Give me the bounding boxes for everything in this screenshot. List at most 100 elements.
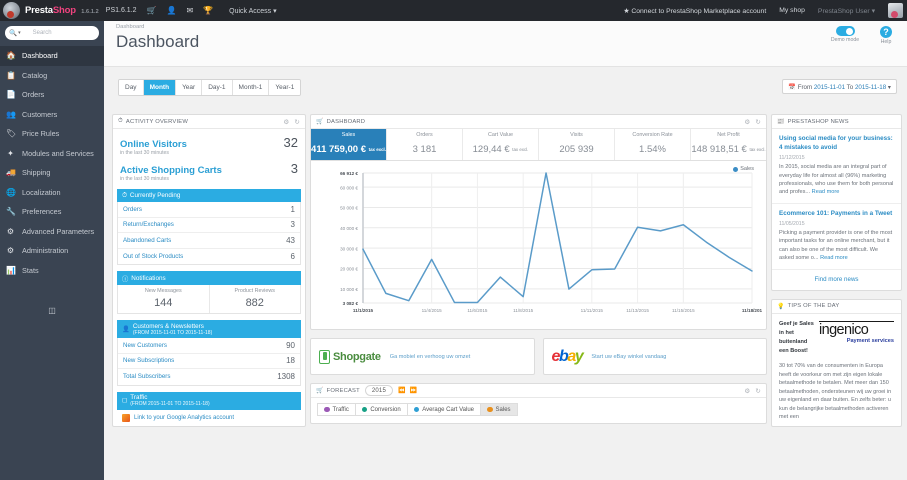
period-month[interactable]: Month <box>143 80 177 95</box>
my-shop-link[interactable]: My shop <box>779 7 805 14</box>
kpi-cart-value[interactable]: Cart Value 129,44 € tax excl. <box>463 129 539 160</box>
sidebar-item-label: Stats <box>22 265 39 275</box>
period-year[interactable]: Year <box>176 80 203 95</box>
forecast-legend-average-cart-value[interactable]: Average Cart Value <box>406 403 481 416</box>
list-item[interactable]: Return/Exchanges 3 <box>118 218 300 233</box>
date-range-picker[interactable]: 📅 From 2015-11-01 To 2015-11-18 ▾ <box>782 79 897 94</box>
chart-legend[interactable]: Sales <box>732 166 754 172</box>
envelope-icon[interactable]: ✉ <box>186 6 194 15</box>
pending-label: Orders <box>123 205 142 213</box>
brand-shop-text: Shop <box>52 5 76 16</box>
sidebar-item-label: Advanced Parameters <box>22 226 95 236</box>
sidebar-item-modules-and-services[interactable]: ✦ Modules and Services <box>0 144 104 164</box>
ebay-banner[interactable]: ebay Start uw eBay winkel vandaag <box>542 338 767 375</box>
date-to-value: 2015-11-18 <box>854 84 887 91</box>
legend-label: Sales <box>495 406 511 413</box>
list-item[interactable]: Total Subscribers 1308 <box>118 369 300 385</box>
forecast-legend-sales[interactable]: Sales <box>480 403 518 416</box>
list-item[interactable]: New Customers 90 <box>118 338 300 354</box>
svg-text:66 912 €: 66 912 € <box>340 171 358 176</box>
find-more-news-link[interactable]: Find more news <box>814 275 859 283</box>
sidebar-item-stats[interactable]: 📊 Stats <box>0 261 104 281</box>
shop-logo-avatar[interactable] <box>3 2 20 19</box>
demo-mode-label: Demo mode <box>830 37 860 43</box>
next-year-button[interactable]: ⏩ <box>409 388 418 394</box>
user-avatar[interactable] <box>888 3 903 18</box>
period-day-1[interactable]: Day-1 <box>202 80 233 95</box>
google-analytics-link[interactable]: Link to your Google Analytics account <box>117 410 301 426</box>
period-year-1[interactable]: Year-1 <box>269 80 301 95</box>
person-icon[interactable]: 👤 <box>166 6 177 15</box>
kpi-visits[interactable]: Visits 205 939 <box>539 129 615 160</box>
sidebar-item-administration[interactable]: ⚙ Administration <box>0 241 104 261</box>
ebay-text: Start uw eBay winkel vandaag <box>591 353 667 360</box>
kpi-value-text: 411 759,00 € <box>311 144 366 155</box>
chevron-down-icon[interactable]: ▾ <box>18 30 21 36</box>
help-button[interactable]: ? Help <box>871 26 901 45</box>
period-month-1[interactable]: Month-1 <box>232 80 270 95</box>
news-item[interactable]: Using social media for your business: 4 … <box>772 129 901 204</box>
sidebar-item-catalog[interactable]: 📋 Catalog <box>0 66 104 86</box>
read-more-link[interactable]: Read more <box>811 189 840 196</box>
list-item[interactable]: Abandoned Carts 43 <box>118 233 300 249</box>
user-menu[interactable]: PrestaShop User ▾ <box>817 7 875 15</box>
wrench-icon: 🔧 <box>6 207 16 217</box>
refresh-icon[interactable]: ↻ <box>755 387 761 395</box>
brand-logo[interactable]: PrestaShop 1.6.1.2 <box>25 5 99 16</box>
new-messages-stat[interactable]: New Messages 144 <box>118 285 209 313</box>
marketplace-link[interactable]: ★ Connect to PrestaShop Marketplace acco… <box>623 7 767 15</box>
sidebar-item-shipping[interactable]: 🚚 Shipping <box>0 163 104 183</box>
sidebar-item-orders[interactable]: 📄 Orders <box>0 85 104 105</box>
search-input[interactable]: 🔍 ▾ Search <box>5 26 99 40</box>
news-item[interactable]: Ecommerce 101: Payments in a Tweet 11/05… <box>772 204 901 270</box>
forecast-legend-traffic[interactable]: Traffic <box>317 403 355 416</box>
list-item[interactable]: Orders 1 <box>118 202 300 218</box>
kpi-net-profit[interactable]: Net Profit 148 918,51 € tax excl. <box>691 129 766 160</box>
sidebar-item-localization[interactable]: 🌐 Localization <box>0 183 104 203</box>
legend-color-dot <box>413 406 420 413</box>
kpi-orders[interactable]: Orders 3 181 <box>387 129 463 160</box>
ingenico-ad[interactable]: Geef je Sales in het buitenland een Boos… <box>779 320 894 357</box>
kpi-value: 129,44 € tax excl. <box>463 144 538 155</box>
forecast-legend-conversion[interactable]: Conversion <box>354 403 407 416</box>
kpi-conversion-rate[interactable]: Conversion Rate 1.54% <box>615 129 691 160</box>
demo-mode-toggle[interactable]: Demo mode <box>830 26 860 45</box>
customers-newsletters-header: 👤 Customers & Newsletters (FROM 2015-11-… <box>117 320 301 338</box>
gear-icon[interactable]: ⚙ <box>744 387 751 395</box>
svg-text:11/15/2015: 11/15/2015 <box>672 308 695 313</box>
list-item[interactable]: Out of Stock Products 6 <box>118 249 300 265</box>
kpi-sales[interactable]: Sales 411 759,00 € tax excl. <box>311 129 387 160</box>
product-reviews-stat[interactable]: Product Reviews 882 <box>208 285 301 313</box>
gear-icon[interactable]: ⚙ <box>283 118 290 126</box>
news-body: In 2015, social media are an integral pa… <box>779 163 894 197</box>
prev-year-button[interactable]: ⏪ <box>398 388 406 394</box>
refresh-icon[interactable]: ↻ <box>755 118 761 126</box>
currently-pending-header: ⏱ Currently Pending <box>117 189 301 202</box>
top-right-tools: ★ Connect to PrestaShop Marketplace acco… <box>623 3 907 18</box>
gear-icon[interactable]: ⚙ <box>744 118 751 126</box>
news-title[interactable]: Using social media for your business: 4 … <box>779 135 893 152</box>
kpi-value-text: 148 918,51 € <box>691 144 747 155</box>
sales-line-chart[interactable]: Sales 3 082 € 10 000 € 20 000 € 30 000 € 40 … <box>311 161 766 329</box>
news-title[interactable]: Ecommerce 101: Payments in a Tweet <box>779 209 893 217</box>
cart-icon[interactable]: 🛒 <box>146 6 157 15</box>
cart-icon: 🛒 <box>316 388 324 394</box>
period-day[interactable]: Day <box>119 80 144 95</box>
trophy-icon[interactable]: 🏆 <box>203 6 214 15</box>
sidebar-item-customers[interactable]: 👥 Customers <box>0 105 104 125</box>
calendar-icon: 📅 <box>788 84 796 91</box>
read-more-link[interactable]: Read more <box>820 255 848 262</box>
list-item[interactable]: New Subscriptions 18 <box>118 354 300 369</box>
refresh-icon[interactable]: ↻ <box>294 118 300 126</box>
customers-newsletters-block: 👤 Customers & Newsletters (FROM 2015-11-… <box>117 320 301 338</box>
sidebar-collapse-toggle[interactable]: ◫ <box>48 306 56 315</box>
sidebar-item-price-rules[interactable]: 🏷 Price Rules <box>0 124 104 144</box>
sidebar-item-advanced-parameters[interactable]: ⚙ Advanced Parameters <box>0 222 104 242</box>
sidebar-item-preferences[interactable]: 🔧 Preferences <box>0 202 104 222</box>
forecast-year[interactable]: 2015 <box>364 385 393 396</box>
quick-access-menu[interactable]: Quick Access ▾ <box>229 7 277 15</box>
kpi-value: 411 759,00 € tax excl. <box>311 144 386 155</box>
clock-icon: ⏱ <box>118 118 123 124</box>
sidebar-item-dashboard[interactable]: 🏠 Dashboard <box>0 46 104 66</box>
shopgate-banner[interactable]: Shopgate Ga mobiel en verhoog uw omzet <box>310 338 535 375</box>
